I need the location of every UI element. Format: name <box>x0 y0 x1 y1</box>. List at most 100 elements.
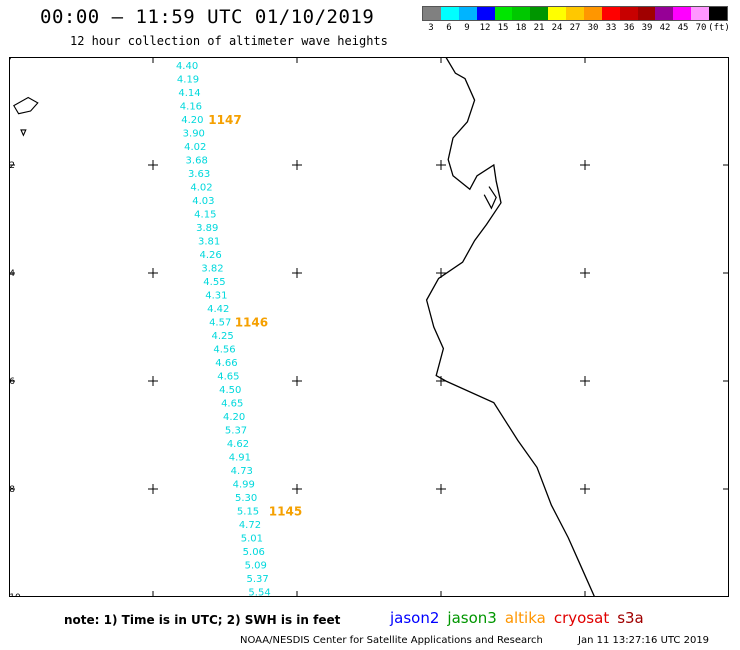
wave-height-label: 4.65 <box>221 399 243 410</box>
legend-swatch <box>476 7 495 20</box>
y-tick-label: -6 <box>9 377 15 387</box>
island <box>20 129 27 137</box>
map-svg: -90-87-84-81-78-750-2-4-6-8-10 4.404.194… <box>9 57 729 597</box>
wave-height-label: 4.02 <box>190 183 212 194</box>
wave-height-label: 5.09 <box>245 561 267 572</box>
wave-height-label: 4.66 <box>215 358 237 369</box>
legend-tick-label: 6 <box>446 23 452 33</box>
wave-height-label: 4.25 <box>211 331 233 342</box>
legend-tick-label: 15 <box>497 23 509 33</box>
legend-tick-label: 30 <box>587 23 599 33</box>
chart-subtitle: 12 hour collection of altimeter wave hei… <box>70 34 388 48</box>
legend-swatch <box>619 7 638 20</box>
coastline-layer <box>13 57 596 597</box>
y-tick-label: -2 <box>9 161 15 171</box>
map-border <box>9 57 729 597</box>
grid-ticks: -90-87-84-81-78-750-2-4-6-8-10 <box>9 57 729 597</box>
legend-tick-label: 12 <box>479 23 491 33</box>
wave-height-label: 4.14 <box>178 88 200 99</box>
legend-tick-label: 3 <box>428 23 434 33</box>
wave-height-label: 5.30 <box>235 493 257 504</box>
legend-tick-label: 70 <box>695 23 707 33</box>
color-legend: 3 6 9 12 15 18 21 24 27 30 33 36 39 42 45 70 (ft) <box>422 6 730 37</box>
legend-swatch <box>655 7 674 20</box>
wave-height-label: 4.57 <box>209 318 231 329</box>
generation-timestamp: Jan 11 13:27:16 UTC 2019 <box>578 635 710 646</box>
legend-swatch <box>494 7 513 20</box>
wave-height-label: 3.81 <box>198 237 220 248</box>
legend-swatch <box>637 7 656 20</box>
footer-note: note: 1) Time is in UTC; 2) SWH is in fe… <box>64 613 341 627</box>
pass-number-label: 1147 <box>208 113 241 127</box>
legend-swatch <box>566 7 584 20</box>
legend-tick-labels: 3 6 9 12 15 18 21 24 27 30 33 36 39 42 45 70 (ft) <box>422 23 730 37</box>
satellite-label-altika: altika <box>504 609 546 627</box>
wave-height-label: 5.54 <box>248 588 270 597</box>
legend-tick-label: 24 <box>551 23 563 33</box>
wave-height-label: 4.20 <box>223 412 245 423</box>
y-tick-label: -10 <box>9 593 21 597</box>
wave-height-label: 4.62 <box>227 439 249 450</box>
wave-height-label: 4.91 <box>229 453 251 464</box>
wave-height-label: 4.31 <box>205 291 227 302</box>
map-panel: -90-87-84-81-78-750-2-4-6-8-10 4.404.194… <box>9 57 729 597</box>
wave-height-label: 4.42 <box>207 304 229 315</box>
wave-height-label: 3.68 <box>186 156 208 167</box>
legend-tick-label: 21 <box>533 23 545 33</box>
legend-swatch <box>548 7 566 20</box>
chart-title: 00:00 – 11:59 UTC 01/10/2019 <box>40 6 375 28</box>
coastline <box>425 57 596 597</box>
wave-height-label: 5.37 <box>247 574 269 585</box>
wave-height-label: 3.90 <box>183 129 205 140</box>
wave-height-label: 4.56 <box>213 345 235 356</box>
island <box>13 96 39 115</box>
y-tick-label: -4 <box>9 269 15 279</box>
wave-height-label: 4.19 <box>177 75 199 86</box>
legend-swatch <box>530 7 549 20</box>
gulf-inlet <box>483 186 497 210</box>
legend-tick-label: 33 <box>605 23 617 33</box>
wave-height-label: 4.16 <box>180 102 202 113</box>
altimeter-track: 4.40 4.19 4.14 4.16 4.20 3.90 4.02 3.68 3.63 4.02… <box>176 61 302 597</box>
credit-line: NOAA/NESDIS Center for Satellite Applica… <box>240 635 543 646</box>
legend-tick-label: 18 <box>515 23 527 33</box>
wave-height-label: 5.15 <box>237 507 259 518</box>
legend-tick-label: 39 <box>641 23 653 33</box>
wave-height-label: 4.02 <box>184 142 206 153</box>
pass-number-label: 1146 <box>235 316 268 330</box>
legend-tick-label: 45 <box>677 23 689 33</box>
wave-height-label: 3.89 <box>196 223 218 234</box>
legend-tick-label: (ft) <box>708 23 730 33</box>
pass-number-label: 1145 <box>269 505 302 519</box>
y-tick-label: -8 <box>9 485 15 495</box>
legend-swatch <box>601 7 620 20</box>
wave-height-label: 4.20 <box>181 115 203 126</box>
wave-height-label: 3.63 <box>188 169 210 180</box>
legend-swatch <box>691 7 709 20</box>
legend-swatch <box>583 7 602 20</box>
legend-swatch <box>423 7 441 20</box>
legend-tick-label: 9 <box>464 23 470 33</box>
wave-height-label: 4.72 <box>239 520 261 531</box>
wave-height-label: 4.03 <box>192 196 214 207</box>
wave-height-label: 4.99 <box>233 480 255 491</box>
legend-swatch <box>458 7 477 20</box>
legend-swatch <box>440 7 459 20</box>
legend-tick-label: 27 <box>569 23 581 33</box>
satellite-label-jason3: jason3 <box>447 609 497 627</box>
wave-height-label: 4.50 <box>219 385 241 396</box>
wave-height-label: 4.73 <box>231 466 253 477</box>
legend-tick-label: 36 <box>623 23 635 33</box>
wave-height-label: 5.06 <box>243 547 265 558</box>
satellite-label-cryosat: cryosat <box>553 609 610 627</box>
wave-height-label: 4.65 <box>217 372 239 383</box>
legend-color-bar <box>422 6 728 21</box>
wave-height-label: 4.55 <box>203 277 225 288</box>
y-tick-label: 0 <box>9 57 12 63</box>
wave-height-label: 4.26 <box>199 250 221 261</box>
wave-height-label: 4.40 <box>176 61 198 72</box>
legend-swatch <box>709 7 727 20</box>
wave-height-label: 5.01 <box>241 534 263 545</box>
legend-swatch <box>673 7 692 20</box>
satellite-legend: jason2 jason3 altika cryosat s3a <box>390 609 652 627</box>
